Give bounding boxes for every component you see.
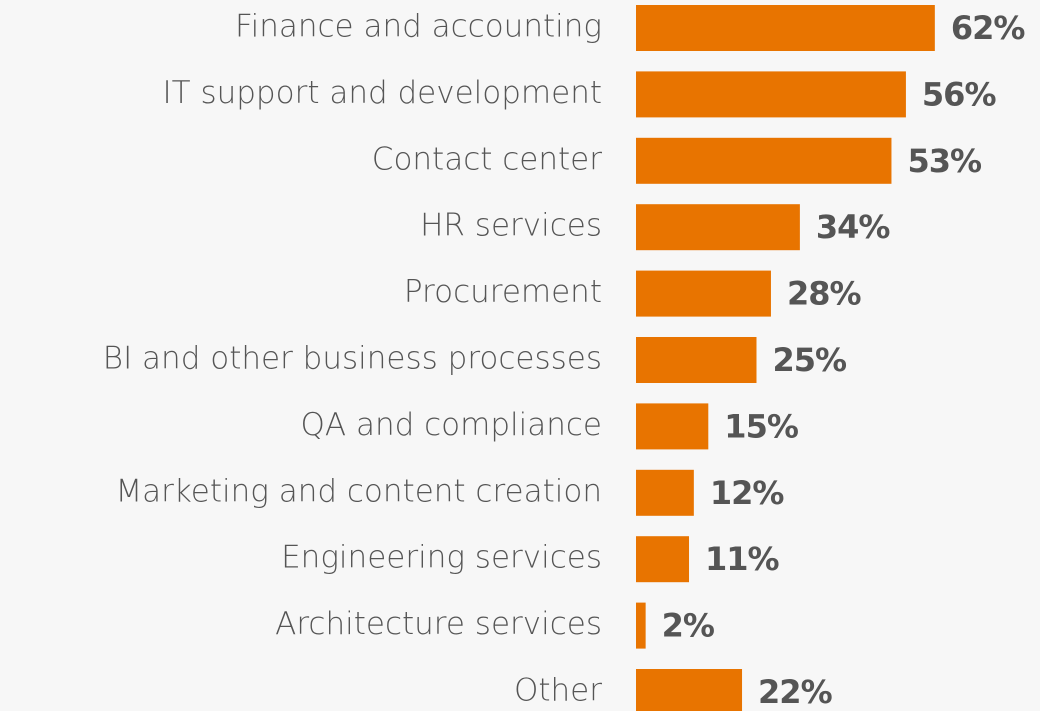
category-label: HR services: [420, 208, 602, 244]
category-label: BI and other business processes: [103, 341, 602, 377]
bar: [636, 337, 757, 383]
category-label: Other: [514, 673, 602, 709]
value-label: 53%: [907, 142, 982, 180]
value-label: 11%: [705, 540, 780, 578]
value-label: 22%: [758, 673, 833, 711]
category-label: IT support and development: [163, 75, 602, 111]
value-label: 28%: [787, 275, 862, 313]
bar: [636, 71, 906, 118]
category-label: Procurement: [404, 274, 602, 310]
category-label: Marketing and content creation: [115, 473, 602, 509]
value-label: 34%: [816, 208, 891, 246]
bar: [636, 5, 935, 51]
bar: [636, 204, 800, 251]
bar: [636, 469, 694, 516]
category-label: Contact center: [372, 141, 602, 177]
bar: [636, 137, 892, 184]
bar: [636, 536, 690, 583]
bar: [636, 403, 709, 450]
value-label: 25%: [773, 341, 848, 379]
bar: [636, 602, 646, 649]
category-label: Architecture services: [275, 606, 602, 642]
value-label: 15%: [724, 407, 799, 445]
value-label: 12%: [710, 474, 785, 512]
category-label: QA and compliance: [300, 407, 602, 443]
bar: [636, 669, 743, 711]
category-label: Finance and accounting: [235, 9, 602, 45]
value-label: 62%: [951, 9, 1026, 47]
value-label: 56%: [922, 75, 997, 113]
category-label: Engineering services: [281, 540, 602, 576]
value-label: 2%: [662, 607, 715, 645]
bar: [636, 270, 771, 317]
